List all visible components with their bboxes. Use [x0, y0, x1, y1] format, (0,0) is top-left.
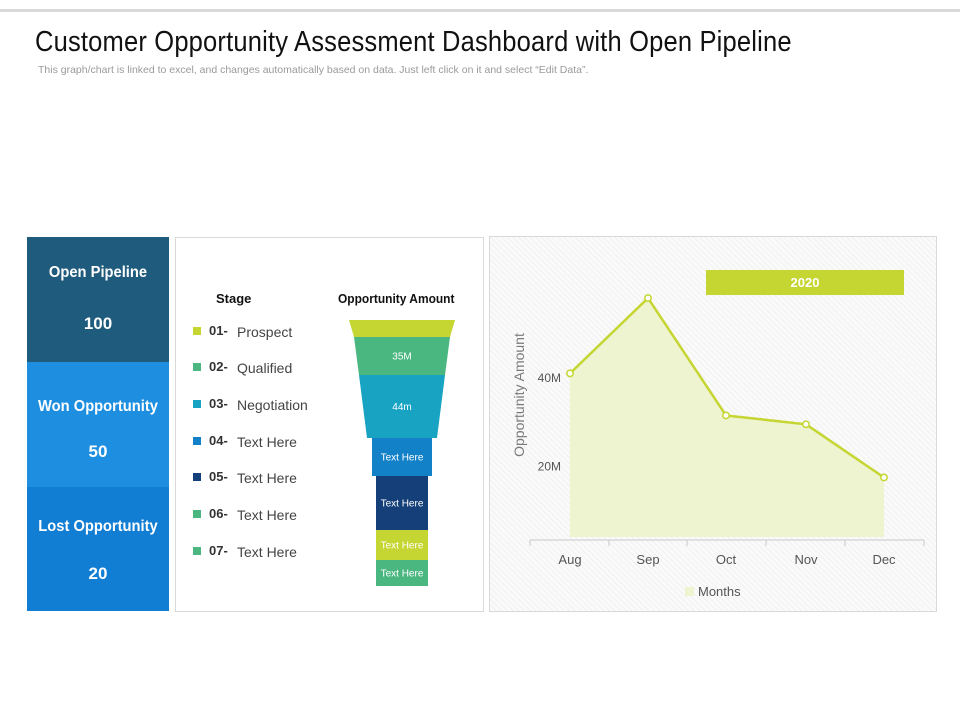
kpi-label: Open Pipeline [48, 264, 148, 281]
stage-color-square [193, 400, 201, 408]
data-point [566, 369, 574, 378]
stage-name: Text Here [237, 507, 297, 523]
funnel-panel: Stage Opportunity Amount 01- Prospect 02… [175, 237, 484, 612]
funnel-segment-7 [376, 560, 428, 586]
page-subtitle: This graph/chart is linked to excel, and… [38, 64, 589, 76]
kpi-value: 20 [88, 564, 108, 583]
year-banner [706, 270, 904, 295]
funnel-segment-4 [372, 438, 432, 476]
opportunity-amount-header: Opportunity Amount [338, 291, 455, 306]
y-tick-label: 40M [538, 371, 561, 385]
x-tick-label: Oct [716, 552, 737, 567]
stage-name: Text Here [237, 544, 297, 560]
funnel-segment-2 [354, 337, 450, 375]
stage-color-square [193, 547, 201, 555]
funnel-segment-3 [359, 375, 445, 438]
kpi-card-open-pipeline: Open Pipeline 100 [27, 237, 169, 362]
stage-color-square [193, 473, 201, 481]
funnel-segment-label: Text Here [381, 453, 424, 464]
chart-title: 2020 [791, 275, 820, 290]
stage-name: Prospect [237, 324, 293, 340]
funnel-segment-5 [376, 476, 428, 530]
stage-name: Text Here [237, 434, 297, 450]
funnel-segment-label: Text Here [381, 541, 424, 552]
stage-color-square [193, 437, 201, 445]
y-axis-label: Opportunity Amount [511, 333, 527, 457]
kpi-card-lost-opportunity: Lost Opportunity 20 [27, 487, 169, 611]
stage-number: 01- [209, 323, 228, 338]
x-tick-label: Sep [636, 552, 659, 567]
y-tick-label: 20M [538, 459, 561, 473]
page-title: Customer Opportunity Assessment Dashboar… [35, 26, 792, 58]
stage-number: 07- [209, 543, 228, 558]
top-rule [0, 9, 960, 12]
kpi-label: Won Opportunity [38, 398, 158, 415]
kpi-value: 50 [88, 442, 108, 461]
x-tick-label: Dec [872, 552, 896, 567]
legend-swatch [685, 587, 694, 596]
data-point [644, 294, 652, 303]
funnel-segment-label: Text Here [381, 499, 424, 510]
data-point [802, 420, 810, 429]
stage-name: Text Here [237, 470, 297, 486]
stage-number: 02- [209, 359, 228, 374]
kpi-label: Lost Opportunity [38, 518, 158, 535]
kpi-value: 100 [83, 314, 113, 333]
x-tick-label: Aug [558, 552, 581, 567]
line-chart-panel: 2020 Opportunity Amount 20M 40M Aug Sep Oct Nov… [489, 236, 937, 612]
stage-color-square [193, 363, 201, 371]
kpi-card-won-opportunity: Won Opportunity 50 [27, 362, 169, 487]
stage-name: Negotiation [237, 397, 308, 413]
stage-name: Qualified [237, 360, 293, 376]
opportunity-area-chart: 2020 Opportunity Amount 20M 40M Aug Sep Oct Nov… [511, 270, 925, 599]
stage-header: Stage [216, 291, 252, 306]
data-point [722, 411, 730, 420]
stage-number: 05- [209, 469, 228, 484]
data-point [880, 473, 888, 482]
stage-number: 04- [209, 433, 228, 448]
funnel-segment-6 [376, 530, 428, 560]
legend-label: Months [698, 584, 741, 599]
x-tick-label: Nov [794, 552, 818, 567]
stage-number: 03- [209, 396, 228, 411]
funnel-segment-label: Text Here [381, 569, 424, 580]
stage-color-square [193, 510, 201, 518]
funnel-graphic: 35M 44m Text Here Text Here Text Here Text He… [349, 320, 455, 586]
funnel-segment-label: 44m [392, 402, 411, 413]
funnel-segment-1 [349, 320, 455, 337]
funnel-segment-label: 35M [392, 352, 411, 363]
stage-color-square [193, 327, 201, 335]
stage-number: 06- [209, 506, 228, 521]
